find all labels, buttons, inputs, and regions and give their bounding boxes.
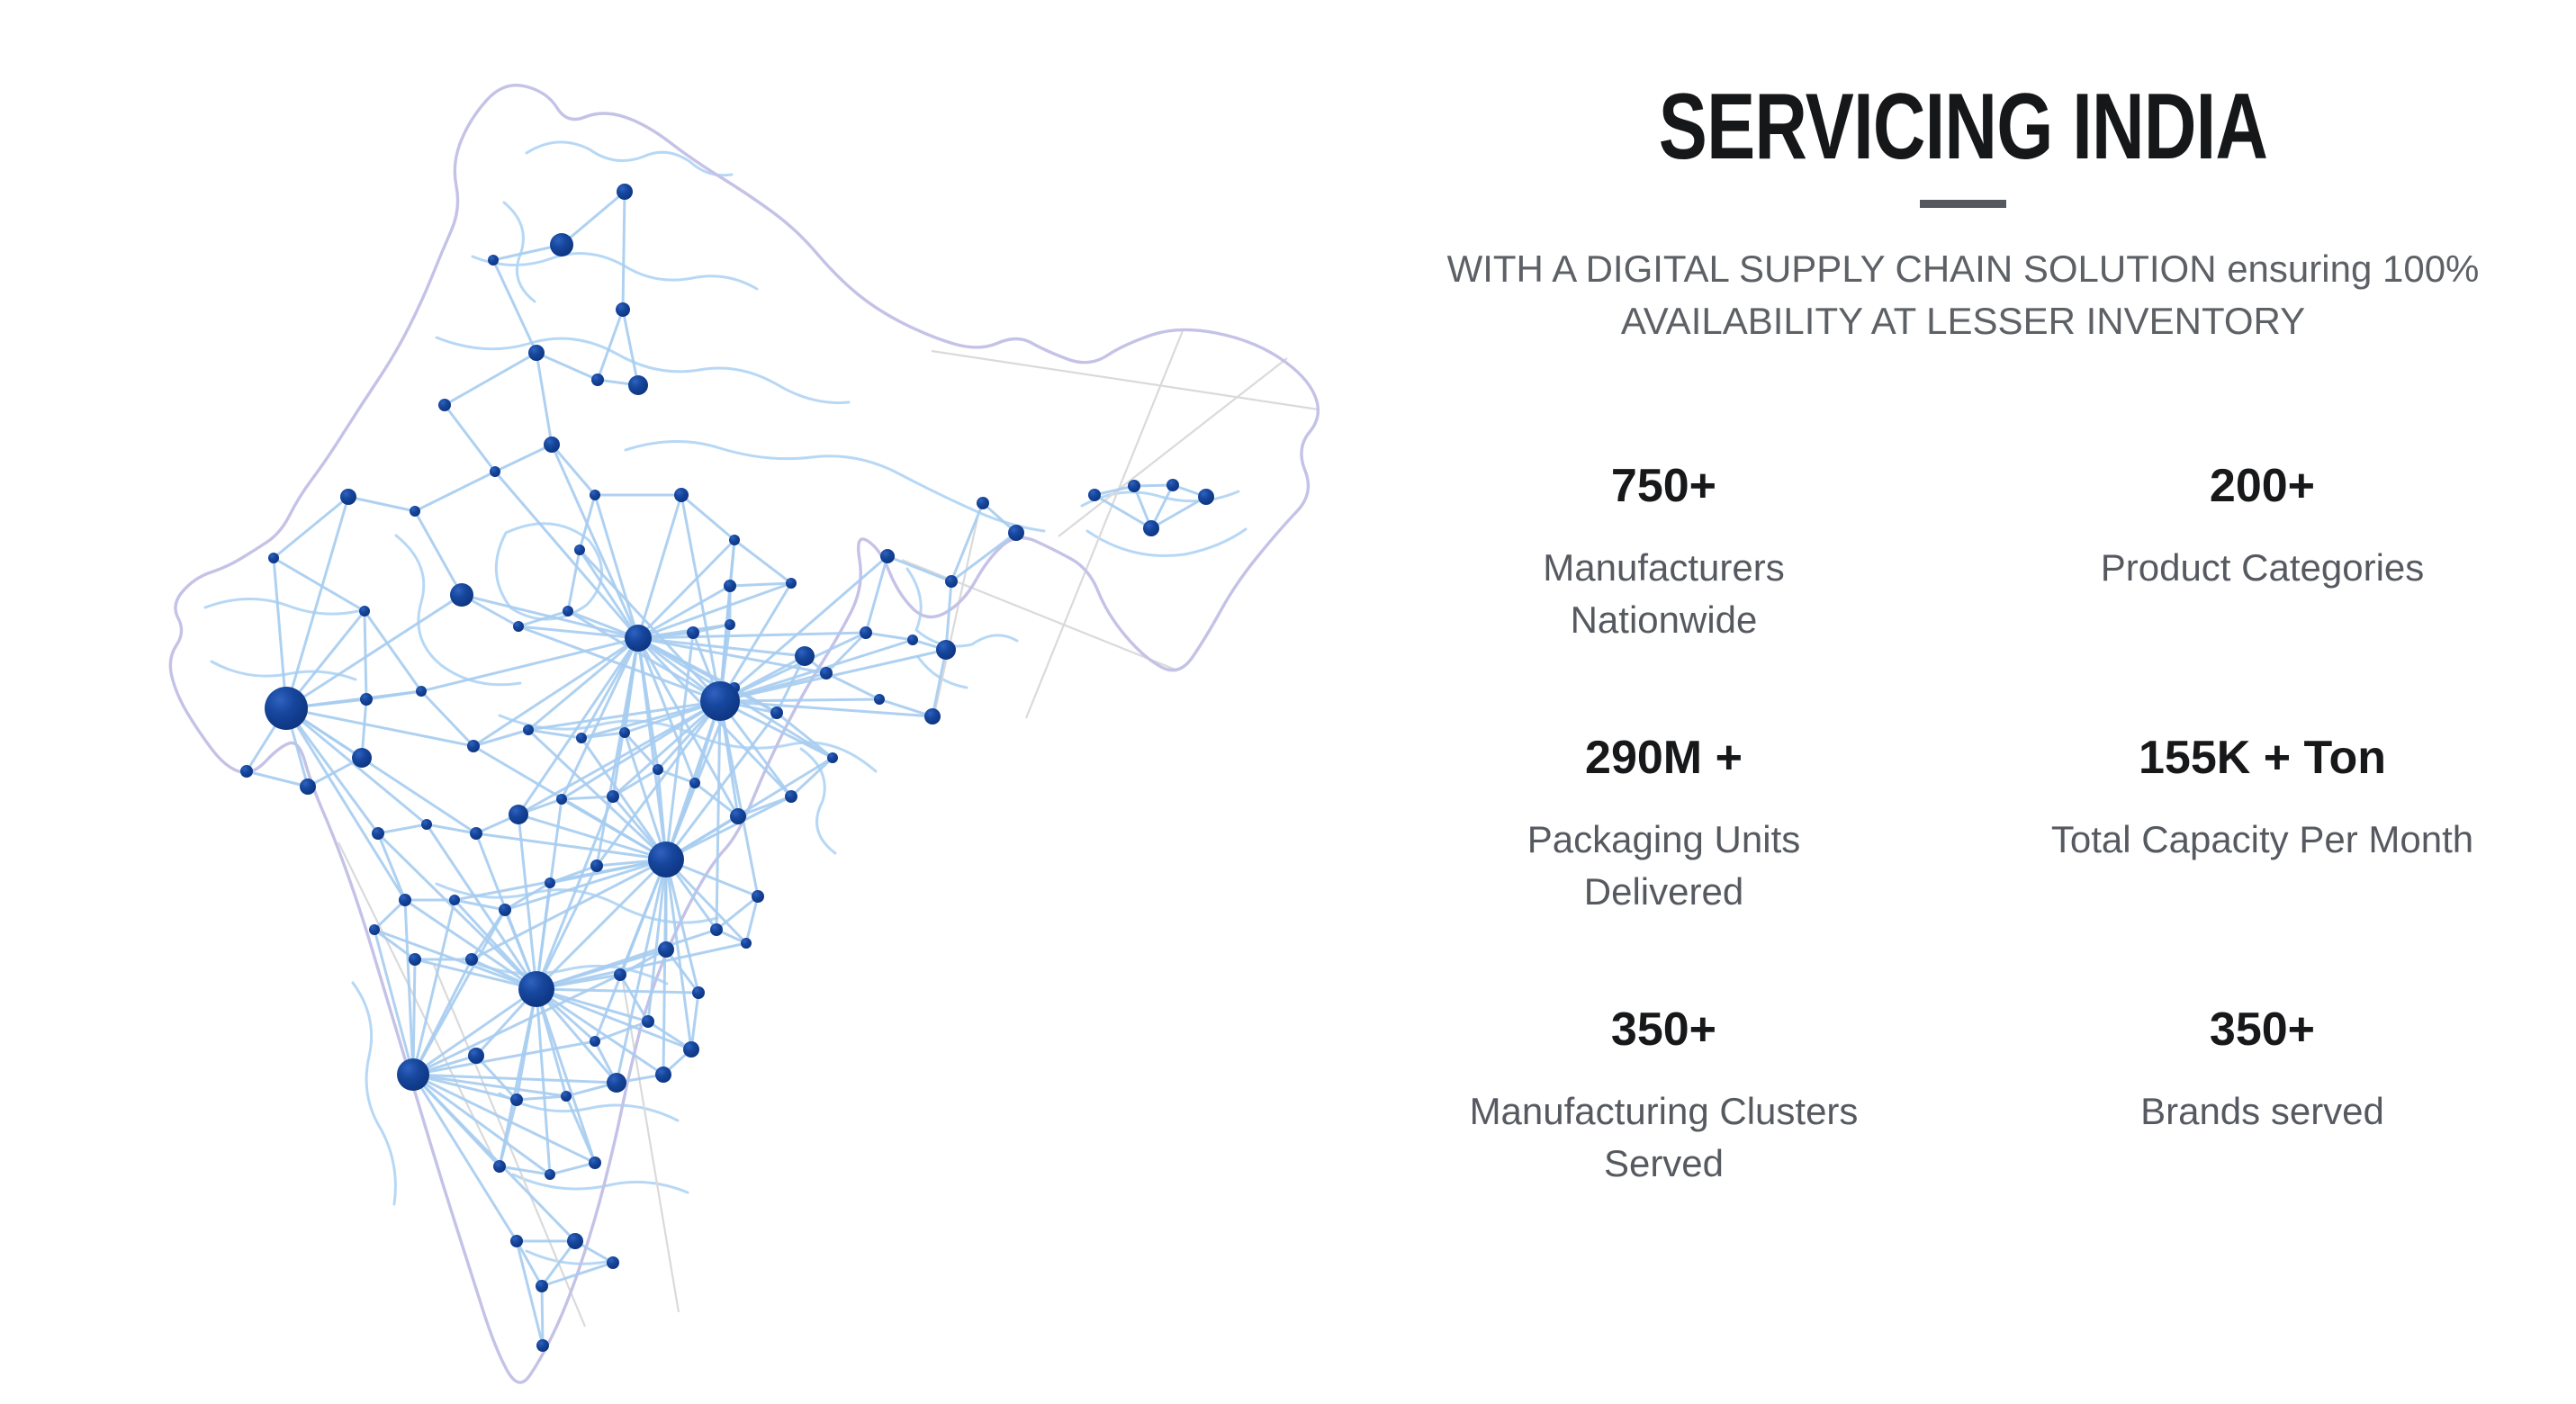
map-network-dots — [240, 184, 1214, 1352]
stat-value: 750+ — [1610, 460, 1717, 512]
page-title: SERVICING INDIA — [1658, 75, 2268, 179]
stat-label: Manufacturers Nationwide — [1543, 545, 1785, 641]
stat-value: 290M + — [1585, 732, 1743, 784]
india-network-map — [117, 27, 1341, 1395]
india-map-svg — [168, 83, 1320, 1384]
stat-value: 350+ — [1610, 1004, 1717, 1056]
stat-brands-served: 350+ Brands served — [1963, 1005, 2562, 1277]
stat-total-capacity: 155K + Ton Total Capacity Per Month — [1963, 734, 2562, 1005]
stat-value: 200+ — [2209, 460, 2316, 512]
stat-label: Brands served — [2140, 1089, 2384, 1132]
stat-label: Product Categories — [2100, 545, 2425, 589]
india-outline — [168, 83, 1320, 1384]
stats-grid: 750+ Manufacturers Nationwide 200+ Produ… — [1365, 462, 2562, 1277]
stat-label: Packaging Units Delivered — [1527, 817, 1801, 913]
stat-packaging-units: 290M + Packaging Units Delivered — [1365, 734, 1963, 1005]
stat-label: Manufacturing Clusters Served — [1469, 1089, 1859, 1184]
map-state-lines — [203, 140, 1247, 1265]
stat-value: 155K + Ton — [2138, 732, 2386, 784]
stat-manufacturers: 750+ Manufacturers Nationwide — [1365, 462, 1963, 734]
map-network-edges — [245, 190, 1207, 1346]
stat-label: Total Capacity Per Month — [2050, 817, 2474, 860]
map-gray-lines — [338, 328, 1320, 1328]
stat-product-categories: 200+ Product Categories — [1963, 462, 2562, 734]
title-divider — [1920, 200, 2006, 208]
servicing-india-section: SERVICING INDIA WITH A DIGITAL SUPPLY CH… — [1350, 0, 2576, 1404]
section-subtitle: WITH A DIGITAL SUPPLY CHAIN SOLUTION ens… — [1446, 248, 2480, 342]
stat-value: 350+ — [2209, 1004, 2316, 1056]
stat-manufacturing-clusters: 350+ Manufacturing Clusters Served — [1365, 1005, 1963, 1277]
